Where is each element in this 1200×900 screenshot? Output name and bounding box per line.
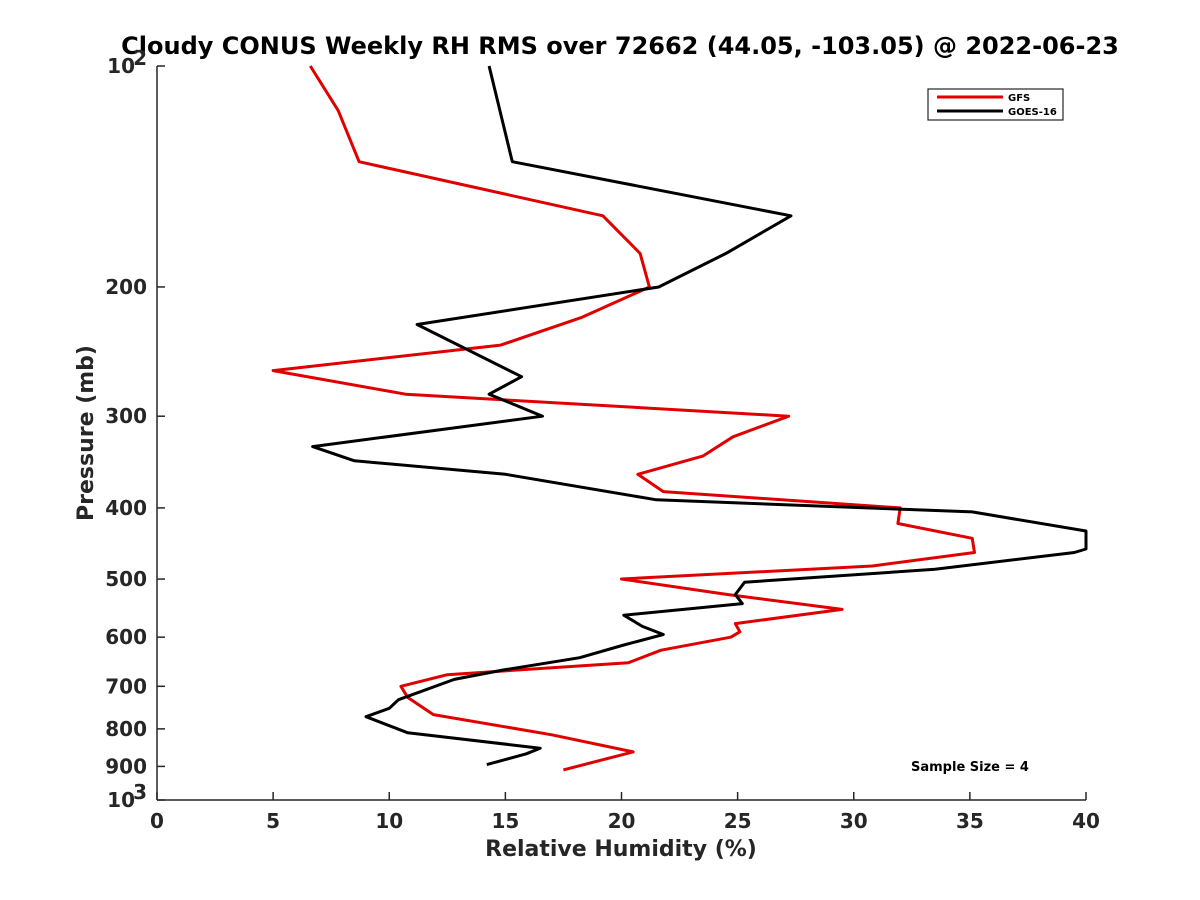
x-tick-label: 15 — [491, 809, 519, 833]
y-tick-label: 600 — [105, 625, 147, 649]
x-axis-ticks: 0 5 10 15 20 25 30 35 40 — [150, 792, 1100, 833]
legend: GFS GOES-16 — [927, 88, 1064, 121]
y-tick-label: 10 — [107, 788, 135, 812]
legend-label-gfs: GFS — [1008, 93, 1030, 104]
series-line-goes-16 — [311, 65, 1088, 767]
y-tick-label: 400 — [105, 496, 147, 520]
y-tick-label: 300 — [105, 404, 147, 428]
legend-label-goes-16: GOES-16 — [1008, 107, 1057, 118]
series-line-gfs — [271, 65, 976, 772]
chart-title: Cloudy CONUS Weekly RH RMS over 72662 (4… — [121, 32, 1119, 60]
sample-size-annotation: Sample Size = 4 — [911, 760, 1029, 775]
x-tick-label: 20 — [608, 809, 636, 833]
x-tick-label: 30 — [840, 809, 868, 833]
x-tick-label: 10 — [375, 809, 403, 833]
y-tick-exponent: 3 — [133, 780, 147, 804]
y-tick-exponent: 2 — [133, 46, 147, 70]
x-axis-label: Relative Humidity (%) — [485, 837, 757, 862]
x-tick-label: 25 — [724, 809, 752, 833]
y-tick-label: 10 — [107, 54, 135, 78]
y-tick-label: 900 — [105, 754, 147, 778]
legend-box — [927, 88, 1064, 121]
y-tick-label: 700 — [105, 674, 147, 698]
x-tick-label: 0 — [150, 809, 164, 833]
y-tick-label: 200 — [105, 275, 147, 299]
y-tick-label: 800 — [105, 717, 147, 741]
x-tick-label: 35 — [956, 809, 984, 833]
series-layer — [271, 65, 1088, 772]
x-tick-label: 5 — [266, 809, 280, 833]
x-tick-label: 40 — [1072, 809, 1100, 833]
y-tick-label: 500 — [105, 567, 147, 591]
y-axis-label: Pressure (mb) — [74, 345, 99, 521]
